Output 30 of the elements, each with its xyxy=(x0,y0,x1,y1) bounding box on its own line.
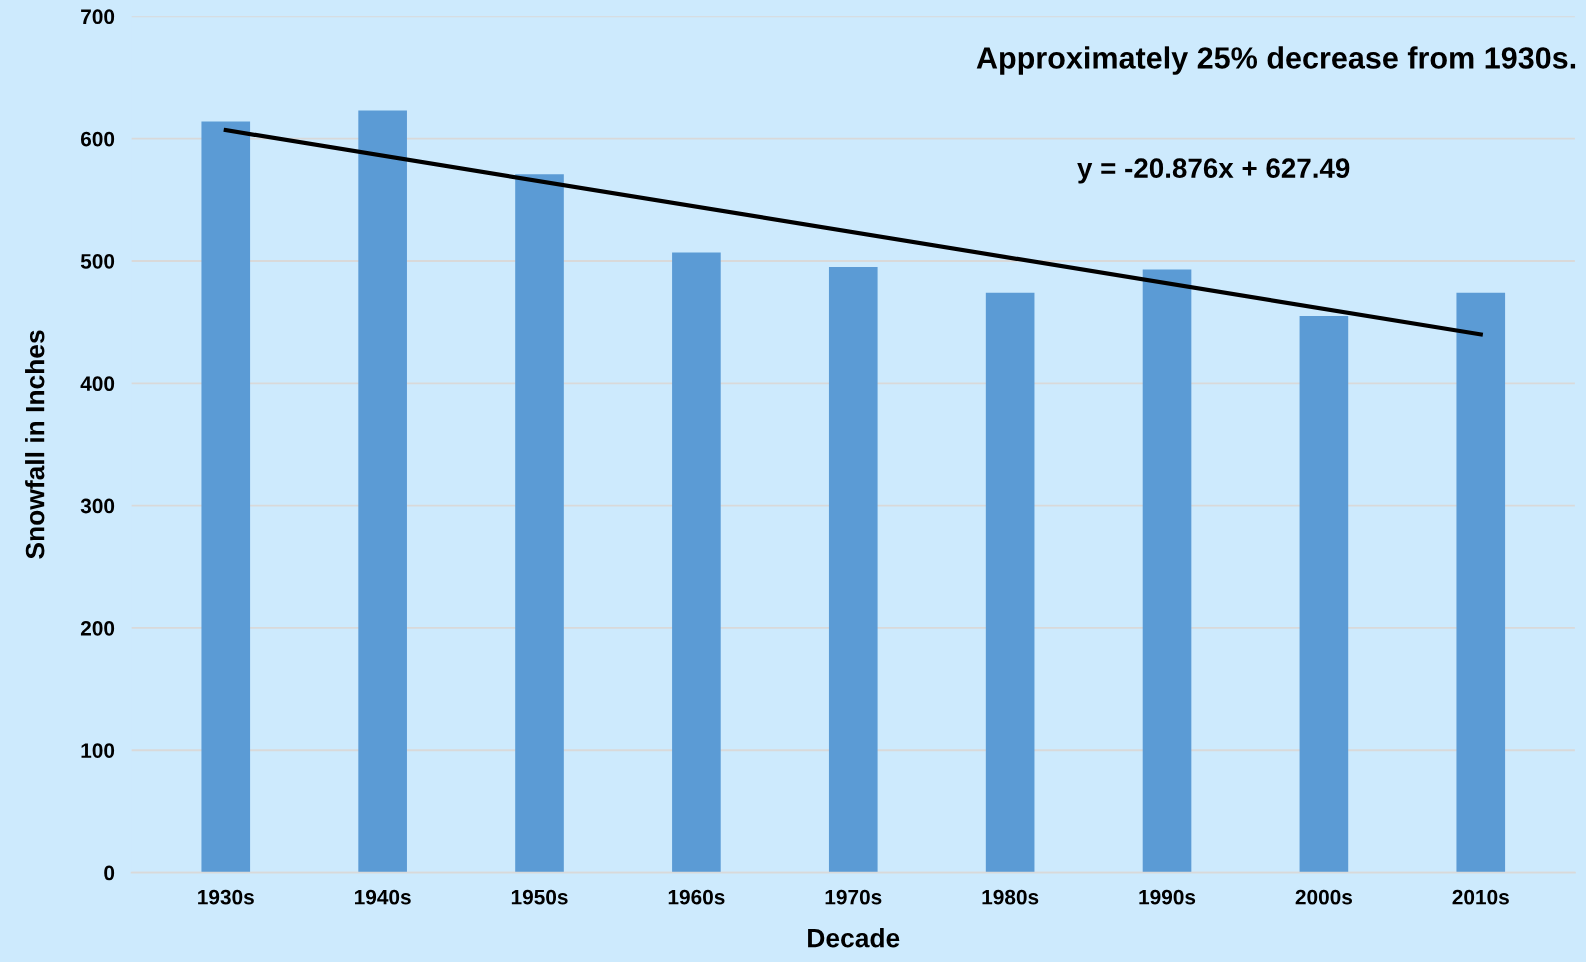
bar xyxy=(1456,292,1506,873)
x-tick-label: 1940s xyxy=(354,889,411,905)
x-tick-label: 1980s xyxy=(982,889,1039,905)
y-axis-title: Snowfall in Inches xyxy=(25,330,45,559)
x-tick-label: 1950s xyxy=(511,889,568,905)
x-tick-label: 1960s xyxy=(668,889,725,905)
y-tick-label: 100 xyxy=(81,743,115,758)
y-tick-label: 600 xyxy=(80,131,115,147)
bar xyxy=(1142,269,1192,873)
bar xyxy=(358,110,407,873)
bar xyxy=(672,252,721,873)
x-tick-label: 1970s xyxy=(825,889,882,905)
y-tick-label: 300 xyxy=(80,498,115,514)
y-tick-label: 0 xyxy=(104,865,115,881)
x-tick-label: 2000s xyxy=(1295,889,1353,905)
annotation: y = -20.876x + 627.49 xyxy=(1077,158,1350,184)
x-tick-label: 1930s xyxy=(198,889,254,905)
bar xyxy=(828,267,878,873)
bar xyxy=(985,292,1035,873)
x-axis-title: Decade xyxy=(808,928,900,948)
x-tick-label: 1990s xyxy=(1139,889,1196,905)
bar xyxy=(201,121,251,873)
bar xyxy=(515,174,564,873)
y-tick-label: 500 xyxy=(80,253,115,269)
y-tick-label: 200 xyxy=(80,620,115,636)
y-tick-label: 400 xyxy=(80,376,115,392)
bar xyxy=(1299,316,1349,873)
x-tick-label: 2010s xyxy=(1452,889,1509,905)
y-tick-label: 700 xyxy=(81,9,115,25)
annotation: Approximately 25% decrease from 1930s. xyxy=(976,46,1576,75)
